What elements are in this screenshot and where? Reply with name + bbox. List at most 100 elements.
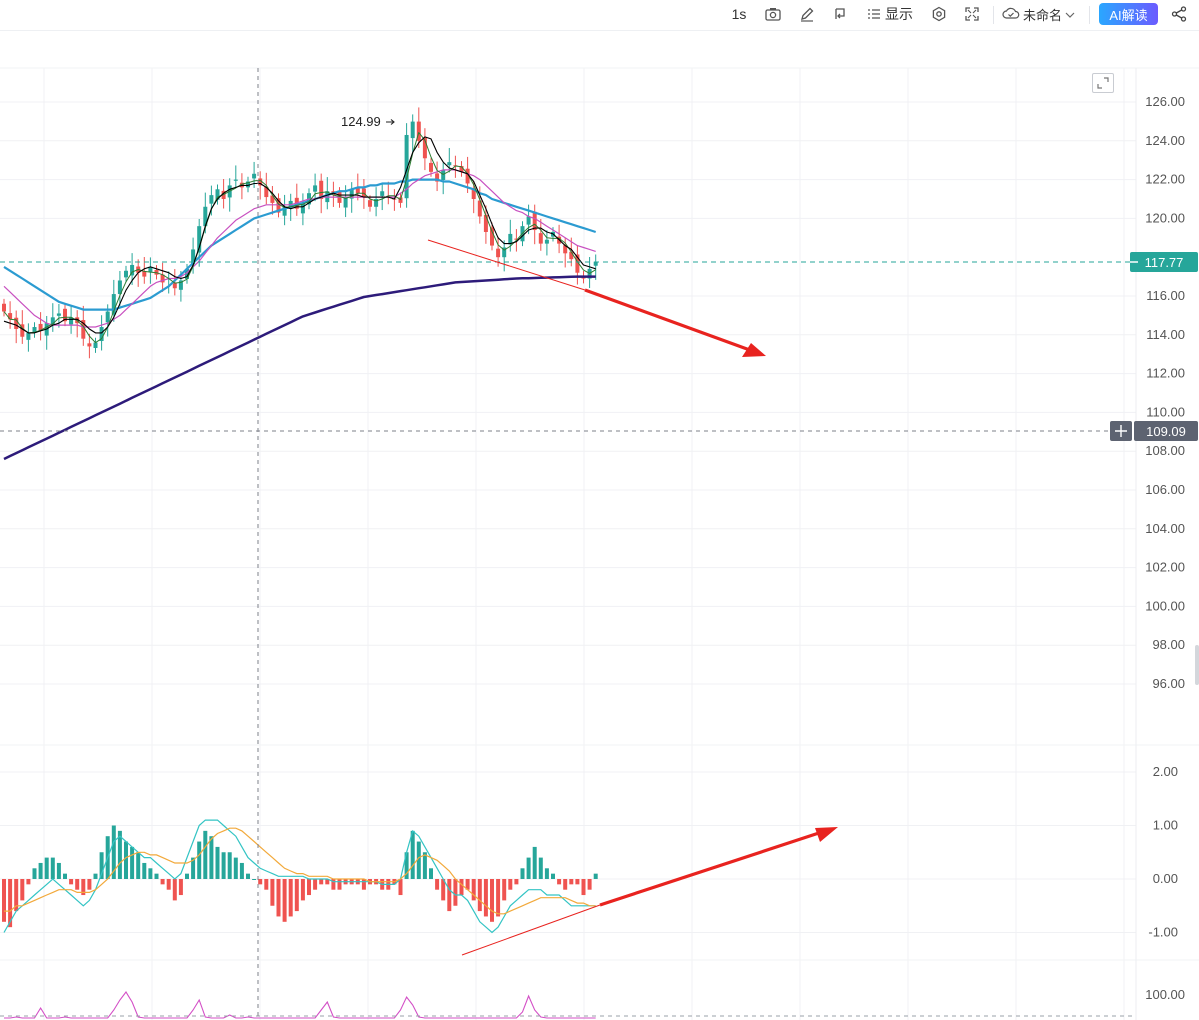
candle-body	[93, 342, 98, 348]
candle-body	[508, 233, 513, 245]
ma250-line	[3, 275, 596, 461]
macd-histogram-bar	[75, 879, 80, 890]
fullscreen-icon[interactable]	[962, 3, 982, 25]
macd-histogram-bar	[483, 879, 488, 917]
candle-body	[142, 271, 147, 277]
high-price-marker: 124.99	[341, 114, 381, 129]
macd-histogram-bar	[252, 879, 257, 880]
cloud-icon	[1002, 6, 1020, 23]
price-tick-label: 116.00	[1146, 288, 1185, 303]
price-tick-label: 114.00	[1146, 327, 1185, 342]
macd-histogram-bar	[227, 852, 232, 879]
macd-histogram-bar	[459, 879, 464, 896]
annotations: 117.77 109.09 124.99	[0, 68, 1198, 1020]
macd-histogram-bar	[300, 879, 305, 901]
layout-name-dropdown[interactable]: 未命名	[1002, 3, 1075, 25]
macd-histogram-bar	[8, 879, 13, 928]
macd-histogram-bar	[294, 879, 299, 912]
interval-button[interactable]: 1s	[731, 6, 747, 22]
macd-histogram-bar	[514, 879, 519, 885]
macd-histogram-bar	[276, 879, 281, 917]
macd-histogram-bar	[246, 873, 250, 879]
candle-body	[130, 264, 135, 276]
macd-histogram-bar	[191, 857, 196, 879]
macd-histogram-bar	[441, 879, 446, 901]
expand-icon[interactable]	[1092, 73, 1114, 93]
candle-body	[276, 198, 281, 213]
macd-dif-line	[3, 819, 596, 934]
price-tick-label: 112.00	[1146, 366, 1185, 381]
display-menu[interactable]: 显示	[864, 3, 916, 25]
candle-body	[300, 202, 305, 214]
macd-histogram-bar	[410, 830, 415, 879]
candle-body	[63, 308, 67, 322]
layout-name-label: 未命名	[1023, 7, 1063, 23]
macd-histogram-bar	[465, 879, 470, 890]
ma5-line	[3, 136, 596, 334]
toolbar-separator	[993, 6, 994, 24]
macd-histogram-bar	[117, 830, 122, 879]
candle-body	[282, 206, 287, 216]
macd-histogram-bar	[233, 857, 238, 879]
share-icon[interactable]	[1168, 3, 1190, 25]
ma20-line	[3, 169, 596, 328]
price-tick-label: 102.00	[1145, 560, 1185, 575]
macd-histogram-bar	[398, 879, 403, 896]
macd-tick-label: 1.00	[1153, 818, 1178, 833]
macd-histogram-bar	[532, 846, 537, 879]
macd-histogram-bar	[313, 879, 318, 890]
pen-icon[interactable]	[797, 3, 817, 25]
macd-histogram-bar	[69, 879, 74, 885]
trend-line-macd	[461, 904, 601, 956]
macd-histogram-bar	[526, 857, 531, 879]
candle-body	[124, 270, 128, 278]
candle-body	[544, 239, 549, 244]
macd-histogram-bar	[111, 825, 116, 879]
macd-histogram-bar	[172, 879, 177, 901]
candle-body	[429, 162, 433, 172]
macd-histogram-bar	[307, 879, 311, 896]
macd-histogram-bar	[154, 873, 159, 879]
top-toolbar: 1s 显示 未命名 AI解读	[0, 0, 1199, 31]
current-price-label: 117.77	[1145, 255, 1184, 270]
replay-icon[interactable]	[830, 3, 850, 25]
macd-histogram-bar	[569, 879, 574, 885]
macd-histogram-bar	[93, 873, 98, 879]
candle-body	[343, 197, 348, 208]
macd-histogram-bar	[551, 873, 555, 879]
macd-histogram-bar	[557, 879, 562, 885]
arrow-down-shaft	[584, 288, 759, 355]
arrow-down-head	[742, 343, 766, 357]
candle-body	[8, 313, 13, 320]
macd-histogram-bar	[209, 836, 214, 879]
chart-grid	[0, 67, 1199, 1020]
macd-panel	[2, 819, 598, 934]
candle-body	[185, 268, 189, 279]
price-tick-label: 126.00	[1145, 94, 1185, 109]
candle-body	[459, 166, 464, 172]
candle-body	[14, 317, 19, 329]
macd-histogram-bar	[404, 852, 409, 879]
candle-body	[246, 181, 250, 188]
candle-body	[447, 162, 452, 166]
candle-body	[410, 121, 415, 139]
camera-icon[interactable]	[763, 3, 783, 25]
macd-histogram-bar	[331, 879, 336, 890]
candle-body	[160, 274, 165, 283]
macd-histogram-bar	[2, 879, 6, 922]
macd-histogram-bar	[87, 879, 92, 890]
macd-histogram-bar	[239, 862, 244, 879]
panel-resize-handle[interactable]	[1195, 645, 1199, 685]
price-axis: 126.00 124.00 122.00 120.00 116.00 114.00 112.…	[1145, 94, 1185, 691]
macd-histogram-bar	[416, 841, 421, 879]
candle-body	[593, 261, 598, 266]
macd-histogram-bar	[99, 852, 104, 879]
candle-body	[422, 137, 427, 159]
macd-histogram-bar	[32, 868, 37, 879]
gear-icon[interactable]	[929, 3, 949, 25]
candle-body	[111, 294, 116, 315]
candle-body	[319, 180, 324, 199]
ai-analysis-button[interactable]: AI解读	[1099, 3, 1158, 25]
candle-body	[569, 251, 574, 260]
